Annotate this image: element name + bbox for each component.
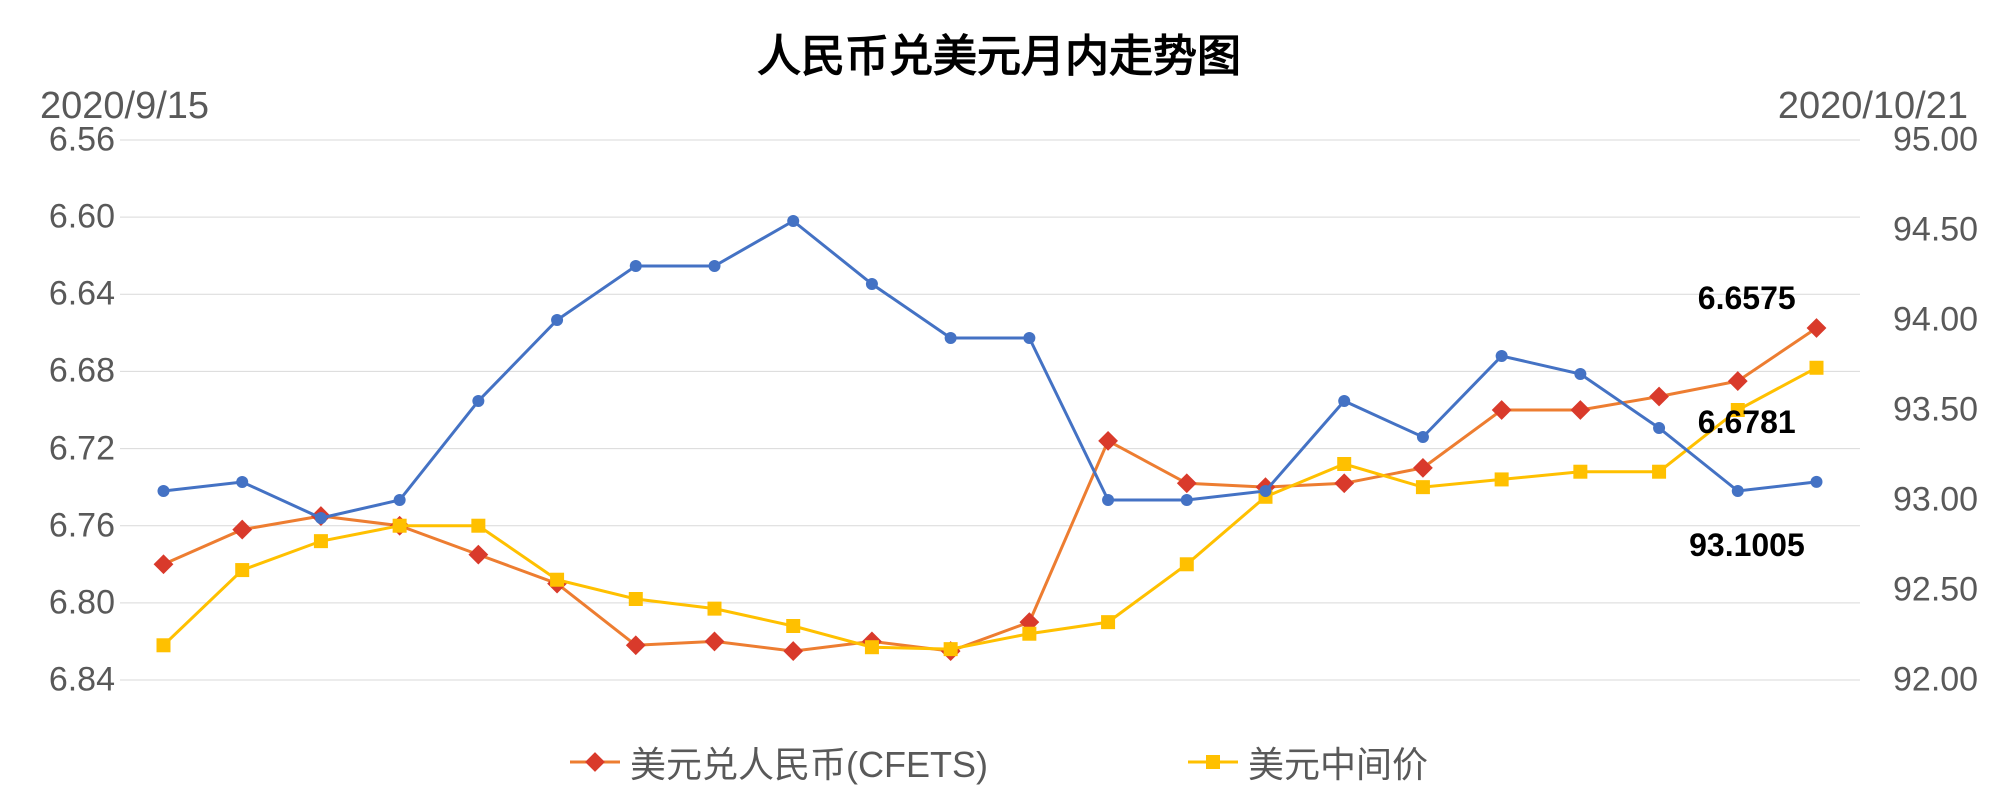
y-right-tick: 94.00 [1893, 301, 1978, 340]
y-right-tick: 93.50 [1893, 391, 1978, 430]
y-left-tick: 6.80 [49, 583, 115, 622]
y-right-tick: 92.50 [1893, 571, 1978, 610]
series-marker [1417, 431, 1429, 443]
legend-marker-icon [570, 752, 620, 772]
series-marker [1177, 473, 1197, 493]
y-right-tick: 92.00 [1893, 661, 1978, 700]
legend-label: 美元中间价 [1248, 736, 1428, 788]
series-marker [1022, 627, 1036, 641]
y-right-tick: 94.50 [1893, 211, 1978, 250]
series-marker [236, 476, 248, 488]
series-marker [1652, 465, 1666, 479]
series-marker [154, 554, 174, 574]
y-right-tick: 95.00 [1893, 121, 1978, 160]
series-marker [705, 632, 725, 652]
series-marker [393, 519, 407, 533]
series-marker [232, 520, 252, 540]
series-marker [630, 260, 642, 272]
series-marker [314, 534, 328, 548]
series-marker [157, 638, 171, 652]
series-marker [1334, 473, 1354, 493]
series-marker [1811, 476, 1823, 488]
y-right-tick: 93.00 [1893, 481, 1978, 520]
y-left-tick: 6.76 [49, 506, 115, 545]
series-marker [786, 619, 800, 633]
series-marker [551, 314, 563, 326]
series-marker [472, 395, 484, 407]
legend-label: 美元兑人民币(CFETS) [630, 736, 988, 788]
series-marker [550, 573, 564, 587]
legend: 美元兑人民币(CFETS) 美元中间价 [570, 736, 1428, 788]
plot-area: 6.6575 6.6781 93.1005 [120, 140, 1860, 680]
series-marker [1102, 494, 1114, 506]
y-left-tick: 6.60 [49, 198, 115, 237]
series-marker [1810, 361, 1824, 375]
series-marker [1023, 332, 1035, 344]
chart-title: 人民币兑美元月内走势图 [757, 20, 1241, 84]
series-marker [394, 494, 406, 506]
y-left-tick: 6.84 [49, 661, 115, 700]
y-axis-left: 6.566.606.646.686.726.766.806.84 [30, 140, 115, 680]
series-marker [1574, 368, 1586, 380]
series-marker [1570, 400, 1590, 420]
series-marker [315, 512, 327, 524]
series-marker [708, 602, 722, 616]
series-marker [1649, 387, 1669, 407]
series-marker [1416, 480, 1430, 494]
plot-svg [120, 140, 1860, 680]
series-marker [783, 641, 803, 661]
series-marker [1098, 431, 1118, 451]
series-marker [468, 545, 488, 565]
end-value-label: 6.6781 [1698, 404, 1796, 441]
series-marker [1732, 485, 1744, 497]
series-marker [1337, 457, 1351, 471]
series-marker [1181, 494, 1193, 506]
series-marker [944, 642, 958, 656]
legend-item: 美元中间价 [1188, 736, 1428, 788]
series-marker [629, 592, 643, 606]
series-marker [1807, 318, 1827, 338]
end-value-label: 6.6575 [1698, 280, 1796, 317]
series-marker [1180, 557, 1194, 571]
y-axis-right: 95.0094.5094.0093.5093.0092.5092.00 [1893, 140, 1983, 680]
end-value-label: 93.1005 [1689, 527, 1805, 564]
series-marker [1728, 371, 1748, 391]
y-left-tick: 6.72 [49, 429, 115, 468]
series-marker [1496, 350, 1508, 362]
series-marker [1338, 395, 1350, 407]
legend-item: 美元兑人民币(CFETS) [570, 736, 988, 788]
series-marker [1653, 422, 1665, 434]
series-marker [865, 640, 879, 654]
y-left-tick: 6.68 [49, 352, 115, 391]
legend-marker-icon [1188, 752, 1238, 772]
series-marker [1495, 472, 1509, 486]
series-marker [158, 485, 170, 497]
series-marker [1101, 615, 1115, 629]
series-marker [709, 260, 721, 272]
series-marker [866, 278, 878, 290]
series-marker [235, 563, 249, 577]
y-left-tick: 6.64 [49, 275, 115, 314]
series-marker [1573, 465, 1587, 479]
series-marker [945, 332, 957, 344]
y-left-tick: 6.56 [49, 121, 115, 160]
series-marker [1260, 485, 1272, 497]
series-marker [471, 519, 485, 533]
chart-container: 人民币兑美元月内走势图 2020/9/15 2020/10/21 6.566.6… [0, 0, 1998, 808]
series-marker [787, 215, 799, 227]
